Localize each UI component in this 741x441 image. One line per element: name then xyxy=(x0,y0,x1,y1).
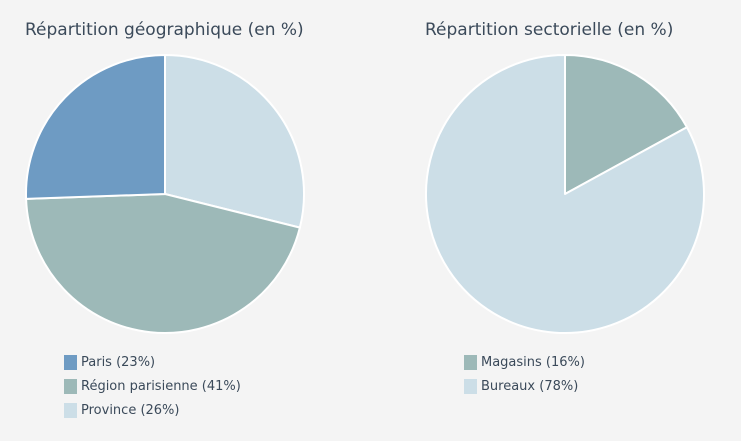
chart-title-geographic: Répartition géographique (en %) xyxy=(25,20,304,40)
legend-swatch-paris xyxy=(64,354,77,370)
legend-label-region-parisienne: Région parisienne (41%) xyxy=(81,378,241,394)
legend-item-magasins: Magasins (16%) xyxy=(464,350,585,374)
legend-item-province: Province (26%) xyxy=(64,398,241,422)
legend-item-bureaux: Bureaux (78%) xyxy=(464,374,585,398)
legend-label-province: Province (26%) xyxy=(81,402,180,418)
legend-item-region-parisienne: Région parisienne (41%) xyxy=(64,374,241,398)
legend-geographic: Paris (23%) Région parisienne (41%) Prov… xyxy=(64,350,241,422)
legend-sectoral: Magasins (16%) Bureaux (78%) xyxy=(464,350,585,398)
pie-slice-bureaux xyxy=(425,54,705,334)
pie-slice-paris xyxy=(25,54,166,200)
legend-label-paris: Paris (23%) xyxy=(81,354,156,370)
pie-slice-region-parisienne xyxy=(25,193,301,334)
pie-slice-magasins xyxy=(564,54,688,195)
legend-swatch-magasins xyxy=(464,354,477,370)
legend-item-paris: Paris (23%) xyxy=(64,350,241,374)
legend-label-magasins: Magasins (16%) xyxy=(481,354,585,370)
legend-label-bureaux: Bureaux (78%) xyxy=(481,378,579,394)
legend-swatch-province xyxy=(64,402,77,418)
chart-title-sectoral: Répartition sectorielle (en %) xyxy=(425,20,674,40)
legend-swatch-region-parisienne xyxy=(64,378,77,394)
pie-chart-sectoral xyxy=(425,54,705,334)
legend-swatch-bureaux xyxy=(464,378,477,394)
pie-chart-geographic xyxy=(25,54,305,334)
pie-slice-province xyxy=(164,54,305,229)
